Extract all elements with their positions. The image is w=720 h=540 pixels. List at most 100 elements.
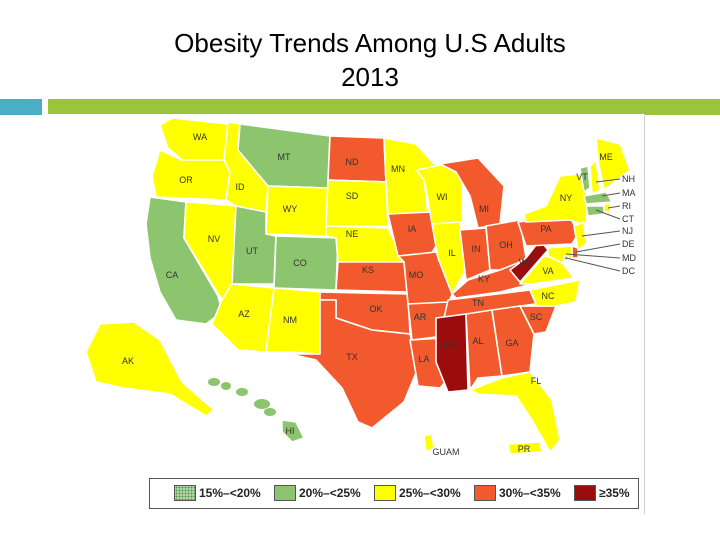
state-label-ri: RI xyxy=(622,201,631,211)
state-label-oh: OH xyxy=(499,240,513,250)
state-label-fl: FL xyxy=(531,376,542,386)
state-label-ok: OK xyxy=(369,304,382,314)
state-label-ne: NE xyxy=(346,229,359,239)
state-label-ga: GA xyxy=(505,338,518,348)
state-guam xyxy=(423,433,435,453)
state-label-md: MD xyxy=(622,253,636,263)
state-sd xyxy=(325,179,389,227)
state-label-wy: WY xyxy=(283,204,298,214)
state-label-il: IL xyxy=(448,248,456,258)
legend-label: 25%–<30% xyxy=(399,486,461,500)
title-line: Obesity Trends Among U.S Adults xyxy=(174,28,566,58)
state-label-nj: NJ xyxy=(622,226,633,236)
hawaii-island xyxy=(254,399,270,409)
state-in xyxy=(459,227,491,281)
state-mn xyxy=(383,137,437,215)
state-label-nd: ND xyxy=(346,157,359,167)
state-label-mn: MN xyxy=(391,164,405,174)
state-label-or: OR xyxy=(179,175,193,185)
state-label-wa: WA xyxy=(193,132,207,142)
state-label-ky: KY xyxy=(478,274,490,284)
state-label-vt: VT xyxy=(576,172,588,182)
state-label-ar: AR xyxy=(414,312,427,322)
state-label-me: ME xyxy=(599,152,613,162)
state-label-nc: NC xyxy=(542,291,555,301)
state-label-ks: KS xyxy=(362,265,374,275)
state-pr xyxy=(507,441,543,455)
state-ct xyxy=(585,205,605,217)
state-ak xyxy=(85,321,215,417)
state-label-la: LA xyxy=(418,354,429,364)
accent-bar-left xyxy=(0,99,42,115)
leader-line-ri xyxy=(607,205,621,209)
legend-label: ≥35% xyxy=(599,486,630,500)
leader-line-nh xyxy=(595,178,621,183)
state-label-pr: PR xyxy=(518,444,531,454)
state-label-ms: MS xyxy=(443,340,457,350)
state-hi xyxy=(281,419,305,443)
state-label-mo: MO xyxy=(409,270,424,280)
leader-line-ct xyxy=(595,209,621,220)
accent-bar-right xyxy=(48,99,720,115)
state-label-ct: CT xyxy=(622,214,634,224)
legend: 15%–<20% 20%–<25% 25%–<30% 30%–<35% ≥35% xyxy=(149,478,639,509)
slide-title: Obesity Trends Among U.S Adults 2013 xyxy=(0,26,720,94)
leader-line-ma xyxy=(601,192,621,197)
state-label-in: IN xyxy=(472,244,481,254)
hawaii-island xyxy=(208,378,220,386)
legend-label: 20%–<25% xyxy=(299,486,361,500)
legend-swatch xyxy=(474,485,496,501)
state-label-ca: CA xyxy=(166,270,179,280)
state-va xyxy=(519,255,575,285)
state-ga xyxy=(491,305,535,377)
state-nc xyxy=(519,279,581,307)
state-label-guam: GUAM xyxy=(433,447,460,457)
legend-label: 30%–<35% xyxy=(499,486,561,500)
state-label-pa: PA xyxy=(540,224,551,234)
legend-swatch xyxy=(574,485,596,501)
state-ma xyxy=(583,191,613,205)
hawaii-island xyxy=(264,408,276,416)
state-il xyxy=(431,221,469,295)
state-label-mt: MT xyxy=(278,152,291,162)
state-label-dc: DC xyxy=(622,266,635,276)
state-label-de: DE xyxy=(622,239,635,249)
leader-line-md xyxy=(565,253,621,259)
hawaii-island xyxy=(236,388,248,396)
state-label-co: CO xyxy=(293,258,307,268)
state-label-az: AZ xyxy=(238,309,250,319)
state-fl xyxy=(469,371,561,453)
leader-line-de xyxy=(575,243,621,253)
year-line: 2013 xyxy=(341,62,399,92)
legend-item: 25%–<30% xyxy=(374,485,461,501)
state-nm xyxy=(265,287,323,355)
state-tx xyxy=(289,299,419,429)
hawaii-island xyxy=(221,382,231,390)
state-label-tx: TX xyxy=(346,352,358,362)
state-label-tn: TN xyxy=(472,298,484,308)
state-nh xyxy=(589,159,601,195)
leader-line-dc xyxy=(565,257,621,272)
legend-swatch xyxy=(274,485,296,501)
state-label-wv: WV xyxy=(519,257,534,267)
state-label-nm: NM xyxy=(283,315,297,325)
legend-swatch xyxy=(174,485,196,501)
state-label-ia: IA xyxy=(408,224,417,234)
legend-item: 20%–<25% xyxy=(274,485,361,501)
state-me xyxy=(595,137,631,191)
state-label-ak: AK xyxy=(122,356,134,366)
leader-line-nj xyxy=(581,230,621,237)
state-label-hi: HI xyxy=(286,426,295,436)
state-vt xyxy=(579,165,591,193)
state-label-wi: WI xyxy=(437,192,448,202)
state-label-sd: SD xyxy=(346,191,359,201)
legend-label: 15%–<20% xyxy=(199,486,261,500)
legend-item: 15%–<20% xyxy=(174,485,261,501)
state-label-ma: MA xyxy=(622,188,636,198)
legend-item: 30%–<35% xyxy=(474,485,561,501)
state-ms xyxy=(435,313,469,393)
state-label-mi: MI xyxy=(479,204,489,214)
state-al xyxy=(465,309,503,391)
state-label-nh: NH xyxy=(622,174,635,184)
state-label-id: ID xyxy=(236,182,246,192)
